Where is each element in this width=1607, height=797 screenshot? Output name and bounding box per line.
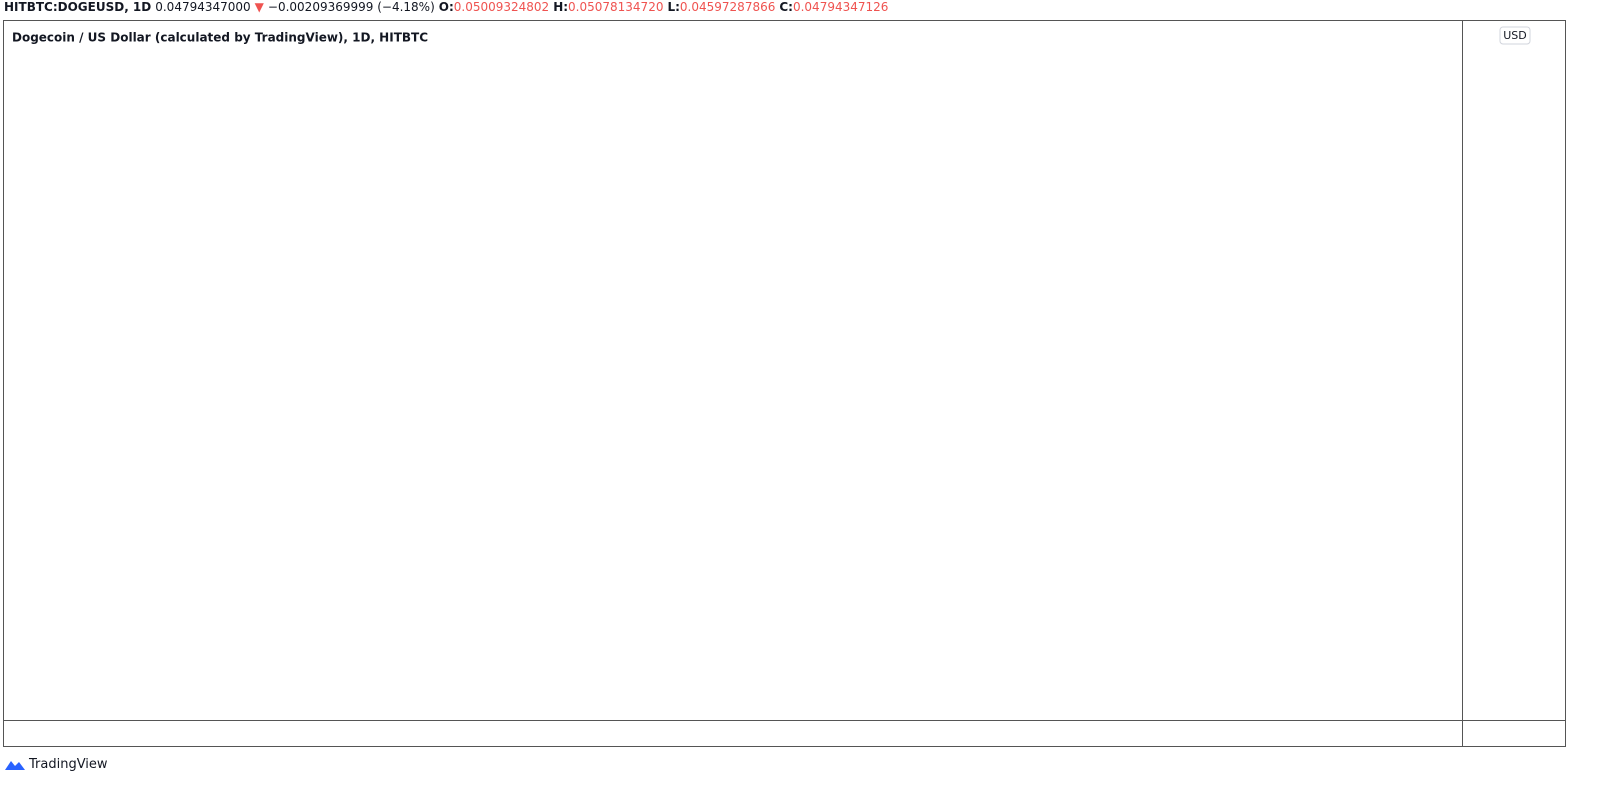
symbol[interactable]: HITBTC:DOGEUSD, 1D <box>4 0 152 14</box>
footer: TradingView <box>4 757 108 772</box>
currency-label[interactable]: USD <box>1503 29 1527 42</box>
logo-icon <box>5 760 25 770</box>
h-label: H: <box>553 0 569 14</box>
logo-shape <box>5 760 25 770</box>
arrow: ▼ <box>254 0 264 14</box>
change: −0.00209369999 (−4.18%) <box>267 0 435 14</box>
currency-button[interactable] <box>1499 26 1531 45</box>
o-label: O: <box>438 0 454 14</box>
title-bg <box>10 28 365 46</box>
l-label: L: <box>667 0 680 14</box>
symbol-header: HITBTC:DOGEUSD, 1D 0.04794347000 ▼ −0.00209… <box>4 0 892 15</box>
c-label: C: <box>779 0 793 14</box>
chart-border <box>3 20 1566 747</box>
brand[interactable]: TradingView <box>29 757 108 772</box>
chart-title: Dogecoin / US Dollar (calculated by Trad… <box>12 31 428 45</box>
low-value: 0.04597287866 <box>679 0 776 14</box>
close-value: 0.04794347126 <box>792 0 889 14</box>
high-value: 0.05078134720 <box>568 0 664 14</box>
price: 0.04794347000 <box>155 0 251 14</box>
open-value: 0.05009324802 <box>453 0 550 14</box>
